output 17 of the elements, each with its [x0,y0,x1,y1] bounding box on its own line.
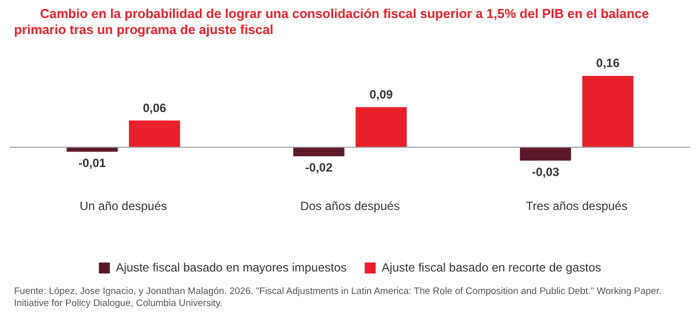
bar [128,120,180,148]
legend-label: Ajuste fiscal basado en recorte de gastos [382,260,602,274]
data-label: 0,06 [142,100,166,115]
source-note: Fuente: López, Jose Ignacio, y Jonathan Malagón. 2026. "Fiscal Adjustments in Latin America: The Role of Composition and Public Debt." Working Paper. Initiative for Policy Dialogue, Columbia University. [13,286,662,310]
x-tick-label: Tres años después [526,199,628,214]
data-label: -0,03 [532,164,560,179]
data-label: -0,02 [305,160,333,175]
data-label: -0,01 [78,156,106,170]
legend-label: Ajuste fiscal basado en mayores impuestos [116,260,347,274]
bar [520,147,572,161]
chart-title: Cambio en la probabilidad de lograr una consolidación fiscal superior a 1,5% del PIB en el balance primario tras un programa de ajuste fiscal [13,5,650,39]
data-label: 0,09 [369,87,394,102]
data-label: 0,16 [596,56,620,70]
bar [356,107,407,148]
x-tick-label: Un año después [80,199,168,214]
x-tick-label: Dos años después [300,199,400,214]
bar [582,76,634,148]
